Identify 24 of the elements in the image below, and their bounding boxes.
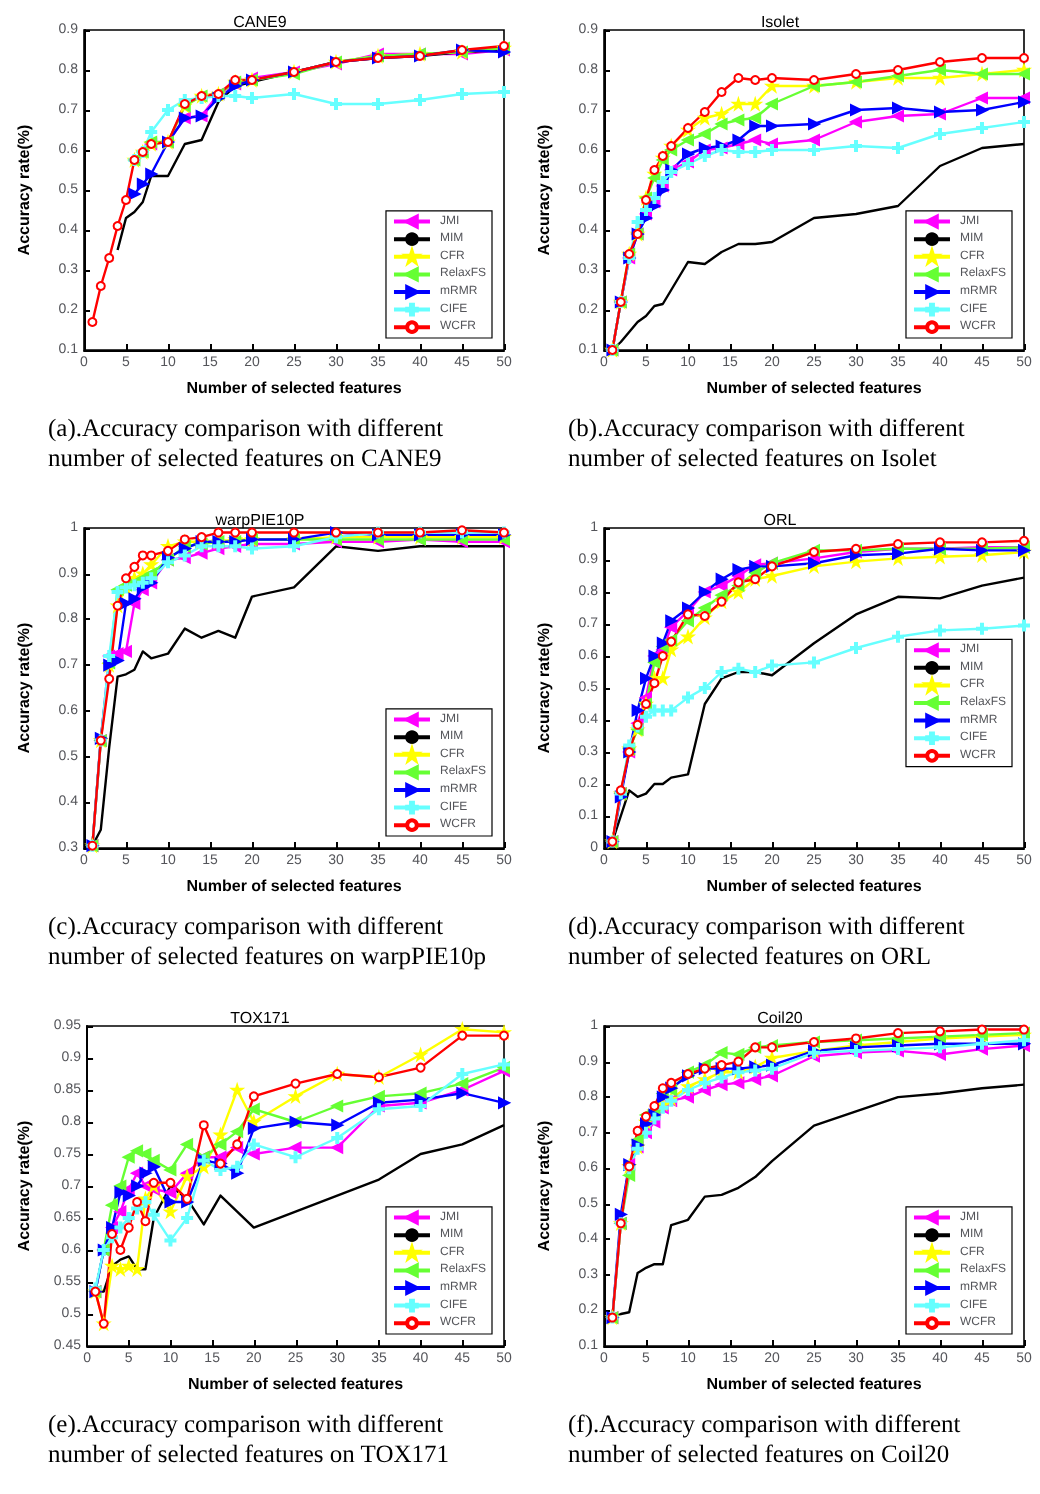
chart-title: CANE9 bbox=[233, 13, 288, 31]
x-axis-title: Number of selected features bbox=[706, 378, 923, 397]
x-axis-title: Number of selected features bbox=[706, 1374, 923, 1393]
text: (d).Accuracy comparison with different number of selected features on ORL bbox=[568, 912, 967, 972]
x-axis-title: Number of selected features bbox=[186, 876, 403, 895]
y-axis-title: Accuracy rate(%) bbox=[15, 1119, 33, 1252]
chart-title: TOX171 bbox=[230, 1009, 291, 1027]
chart-title: Isolet bbox=[760, 13, 801, 31]
y-axis-title: Accuracy rate(%) bbox=[535, 621, 553, 754]
y-axis-title: Accuracy rate(%) bbox=[535, 1119, 553, 1252]
y-axis-title: Accuracy rate(%) bbox=[15, 123, 33, 256]
text: (b).Accuracy comparison with different number of selected features on Isolet bbox=[568, 414, 967, 474]
text: (e).Accuracy comparison with different number of selected features on TOX171 bbox=[48, 1410, 452, 1470]
text: (a).Accuracy comparison with different number of selected features on CANE9 bbox=[48, 414, 446, 474]
text: (f).Accuracy comparison with different number of selected features on Coil20 bbox=[568, 1410, 963, 1470]
text: (c).Accuracy comparison with different number of selected features on warpPIE10p bbox=[48, 912, 489, 972]
x-axis-title: Number of selected features bbox=[706, 876, 923, 895]
chart-title: ORL bbox=[763, 511, 798, 529]
chart-title: warpPIE10P bbox=[213, 511, 305, 529]
chart-title: Coil20 bbox=[757, 1009, 804, 1027]
y-axis-title: Accuracy rate(%) bbox=[535, 123, 553, 256]
x-axis-title: Number of selected features bbox=[186, 378, 403, 397]
x-axis-title: Number of selected features bbox=[187, 1374, 405, 1393]
y-axis-title: Accuracy rate(%) bbox=[15, 621, 33, 754]
